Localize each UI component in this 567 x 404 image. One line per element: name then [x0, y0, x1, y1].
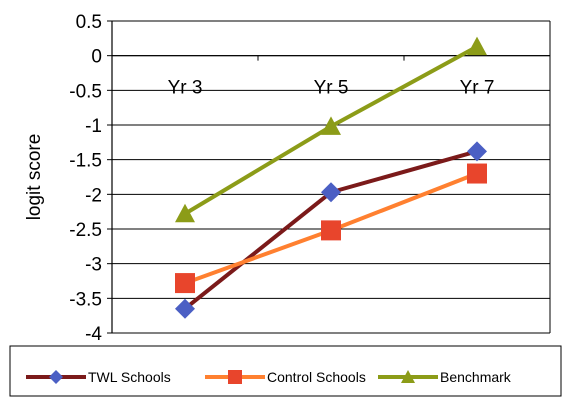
data-point: [467, 141, 487, 162]
legend-item: Control Schools: [205, 369, 366, 385]
legend-box: [9, 345, 562, 397]
data-point: [467, 36, 487, 56]
data-point: [321, 220, 341, 241]
y-tick-label: 0: [91, 47, 102, 68]
legend-label: TWL Schools: [88, 369, 171, 385]
legend-label: Control Schools: [267, 369, 366, 385]
data-point: [321, 116, 341, 135]
y-tick-label: -2: [85, 185, 102, 206]
series-control-schools: [175, 163, 487, 294]
y-tick-label: -0.5: [69, 81, 102, 102]
series-twl-schools: [175, 141, 487, 319]
y-tick-label: -1.5: [69, 151, 102, 172]
legend-item: TWL Schools: [26, 369, 171, 385]
legend-label: Benchmark: [440, 369, 512, 385]
y-tick-label: 0.5: [76, 12, 102, 33]
series-benchmark: [175, 36, 487, 223]
legend-marker: [401, 370, 415, 383]
legend: TWL Schools Control Schools Benchmark: [9, 345, 562, 397]
y-tick-label: -1: [85, 116, 102, 137]
y-tick-label: -3: [85, 255, 102, 276]
data-point: [321, 182, 341, 203]
legend-item: Benchmark: [378, 369, 512, 385]
y-tick-label: -4: [85, 324, 102, 345]
x-tick-label: Yr 5: [314, 78, 349, 99]
y-tick-labels: 0.5 0 -0.5 -1 -1.5 -2 -2.5 -3 -3.5 -4: [69, 12, 102, 345]
x-tick-label: Yr 3: [168, 78, 203, 99]
data-point: [175, 203, 195, 223]
data-point: [175, 273, 195, 294]
y-tick-label: -2.5: [69, 220, 102, 241]
series-layer: [175, 36, 487, 319]
data-point: [467, 163, 487, 184]
x-tick-label: Yr 7: [460, 78, 495, 99]
y-tick-label: -3.5: [69, 289, 102, 310]
legend-marker: [228, 370, 242, 384]
legend-marker: [49, 370, 63, 384]
y-axis-label: logit score: [24, 134, 45, 221]
x-tick-labels: Yr 3 Yr 5 Yr 7: [168, 78, 495, 99]
axes: [107, 20, 551, 334]
data-point: [175, 298, 195, 319]
